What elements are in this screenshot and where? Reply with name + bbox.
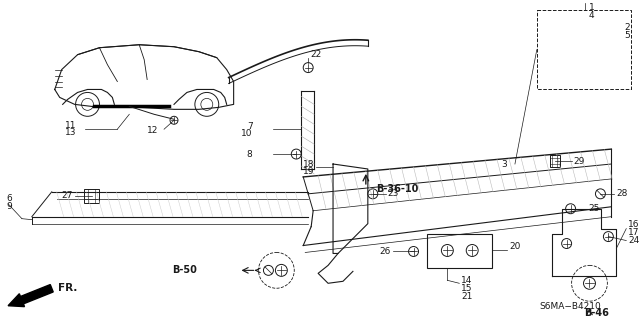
Text: 15: 15 (461, 284, 473, 293)
FancyArrow shape (8, 285, 53, 307)
Text: 28: 28 (616, 189, 628, 198)
Text: 7: 7 (247, 122, 253, 131)
Text: 19: 19 (303, 167, 314, 176)
Text: FR.: FR. (58, 283, 77, 293)
Text: 17: 17 (628, 228, 640, 237)
Text: 27: 27 (61, 191, 72, 200)
Text: 2: 2 (624, 23, 630, 32)
Text: 8: 8 (247, 150, 253, 159)
Text: 16: 16 (628, 220, 640, 229)
Text: 6: 6 (6, 194, 12, 203)
Bar (428, 234, 492, 268)
Text: 22: 22 (310, 50, 321, 59)
Text: 29: 29 (573, 157, 585, 166)
Text: 20: 20 (509, 242, 520, 251)
Text: 1: 1 (589, 4, 595, 12)
Bar (537, 10, 631, 89)
Text: 9: 9 (6, 202, 12, 211)
Text: B-50: B-50 (172, 265, 197, 275)
Text: 4: 4 (589, 11, 594, 20)
Text: 12: 12 (147, 126, 158, 135)
Text: 26: 26 (380, 247, 390, 256)
Text: 25: 25 (589, 204, 600, 213)
Text: S6MA−B4210: S6MA−B4210 (540, 302, 602, 311)
Bar (550, 155, 559, 167)
Text: 24: 24 (628, 236, 639, 245)
Text: 13: 13 (65, 128, 77, 137)
Text: 11: 11 (65, 121, 77, 130)
Text: 10: 10 (241, 129, 253, 138)
Text: B-46: B-46 (584, 308, 609, 318)
Bar (84, 189, 99, 203)
Text: 18: 18 (303, 160, 314, 168)
Text: 5: 5 (624, 31, 630, 40)
Text: B-36-10: B-36-10 (376, 184, 418, 194)
Text: 14: 14 (461, 276, 472, 285)
Text: 21: 21 (461, 292, 472, 301)
Text: 3: 3 (501, 160, 507, 168)
Text: 23: 23 (388, 189, 399, 198)
